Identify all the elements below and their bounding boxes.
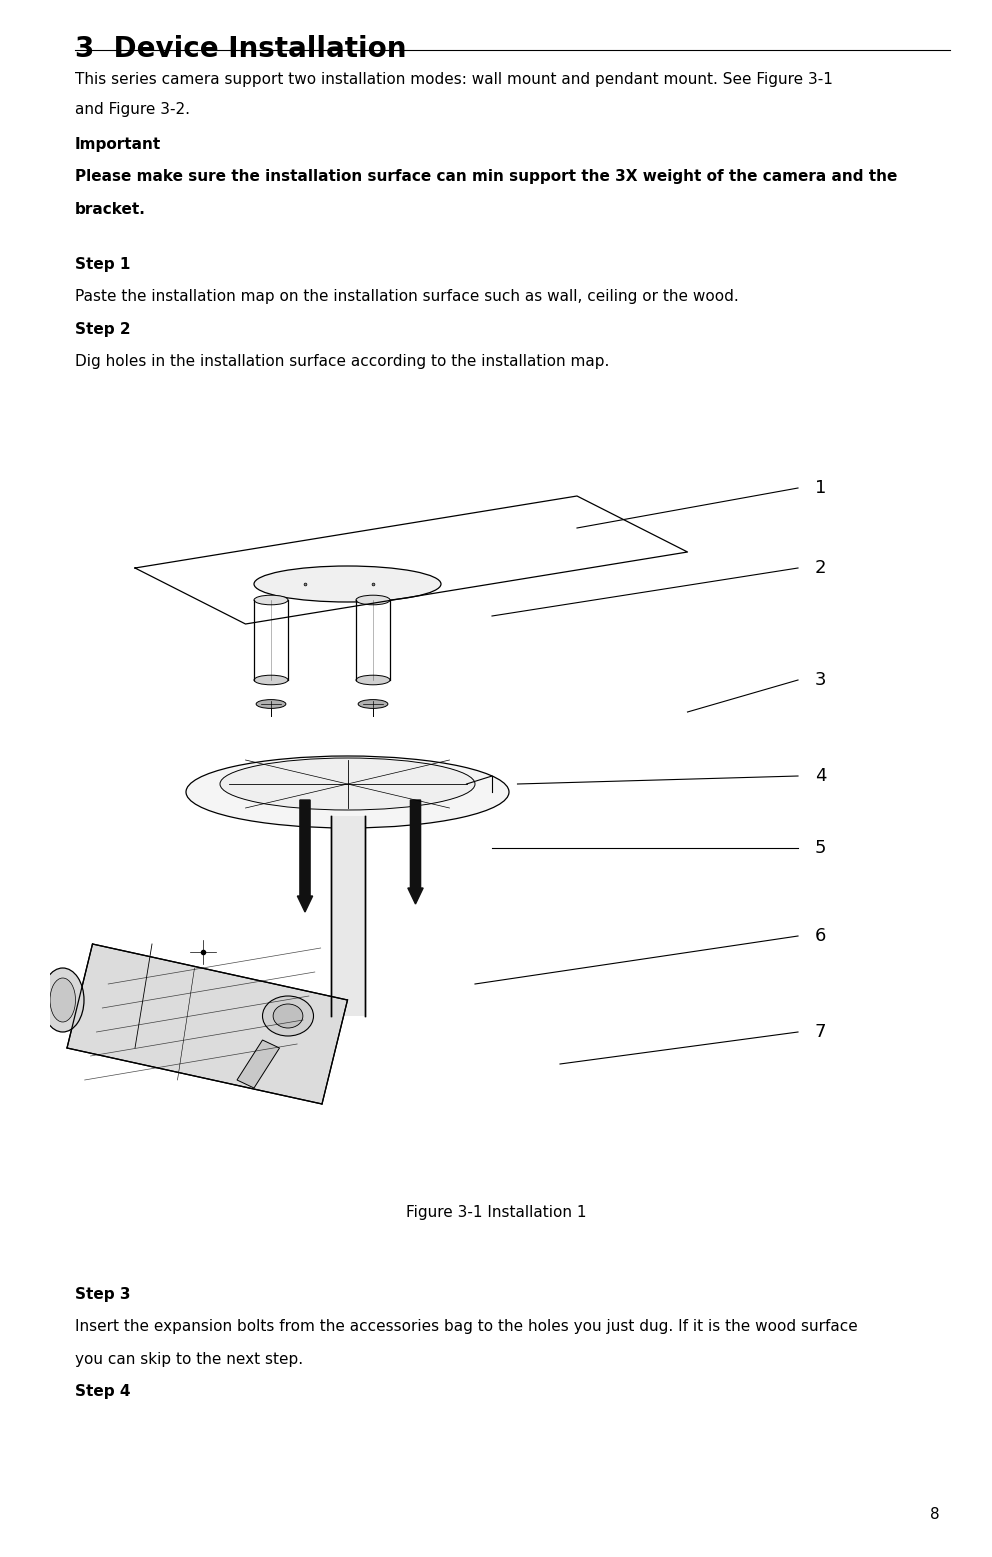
Text: This series camera support two installation modes: wall mount and pendant mount.: This series camera support two installat… [75,72,833,87]
Ellipse shape [42,968,84,1032]
Polygon shape [67,944,347,1104]
Text: 3: 3 [815,671,826,690]
Ellipse shape [220,758,475,810]
Ellipse shape [186,757,509,828]
Text: Important: Important [75,137,162,153]
Text: 7: 7 [815,1023,826,1042]
Bar [330,816,364,1017]
Text: Step 2: Step 2 [75,322,131,336]
Ellipse shape [358,699,388,708]
Text: Paste the installation map on the installation surface such as wall, ceiling or : Paste the installation map on the instal… [75,290,739,304]
Text: Please make sure the installation surface can min support the 3X weight of the c: Please make sure the installation surfac… [75,170,898,184]
Text: 3  Device Installation: 3 Device Installation [75,34,407,62]
Polygon shape [237,1040,280,1088]
Ellipse shape [254,676,288,685]
FancyArrow shape [298,800,312,912]
Ellipse shape [356,595,390,604]
Text: Step 1: Step 1 [75,257,130,272]
Text: you can skip to the next step.: you can skip to the next step. [75,1351,304,1367]
FancyArrow shape [408,800,424,905]
Text: Dig holes in the installation surface according to the installation map.: Dig holes in the installation surface ac… [75,353,609,369]
Text: 6: 6 [815,926,826,945]
Ellipse shape [256,699,286,708]
Text: Insert the expansion bolts from the accessories bag to the holes you just dug. I: Insert the expansion bolts from the acce… [75,1319,858,1334]
Text: 8: 8 [930,1507,939,1523]
Text: Step 3: Step 3 [75,1288,131,1302]
Ellipse shape [254,595,288,604]
Ellipse shape [356,676,390,685]
Ellipse shape [50,978,75,1021]
Text: bracket.: bracket. [75,202,146,216]
Text: Figure 3-1 Installation 1: Figure 3-1 Installation 1 [406,1205,586,1221]
Text: 1: 1 [815,480,826,497]
Text: Step 4: Step 4 [75,1384,131,1400]
Ellipse shape [263,996,313,1035]
Text: 5: 5 [815,839,826,856]
Ellipse shape [273,1004,303,1028]
Text: and Figure 3-2.: and Figure 3-2. [75,103,190,117]
Text: 2: 2 [815,559,826,578]
Ellipse shape [254,567,441,603]
Text: 4: 4 [815,768,826,785]
